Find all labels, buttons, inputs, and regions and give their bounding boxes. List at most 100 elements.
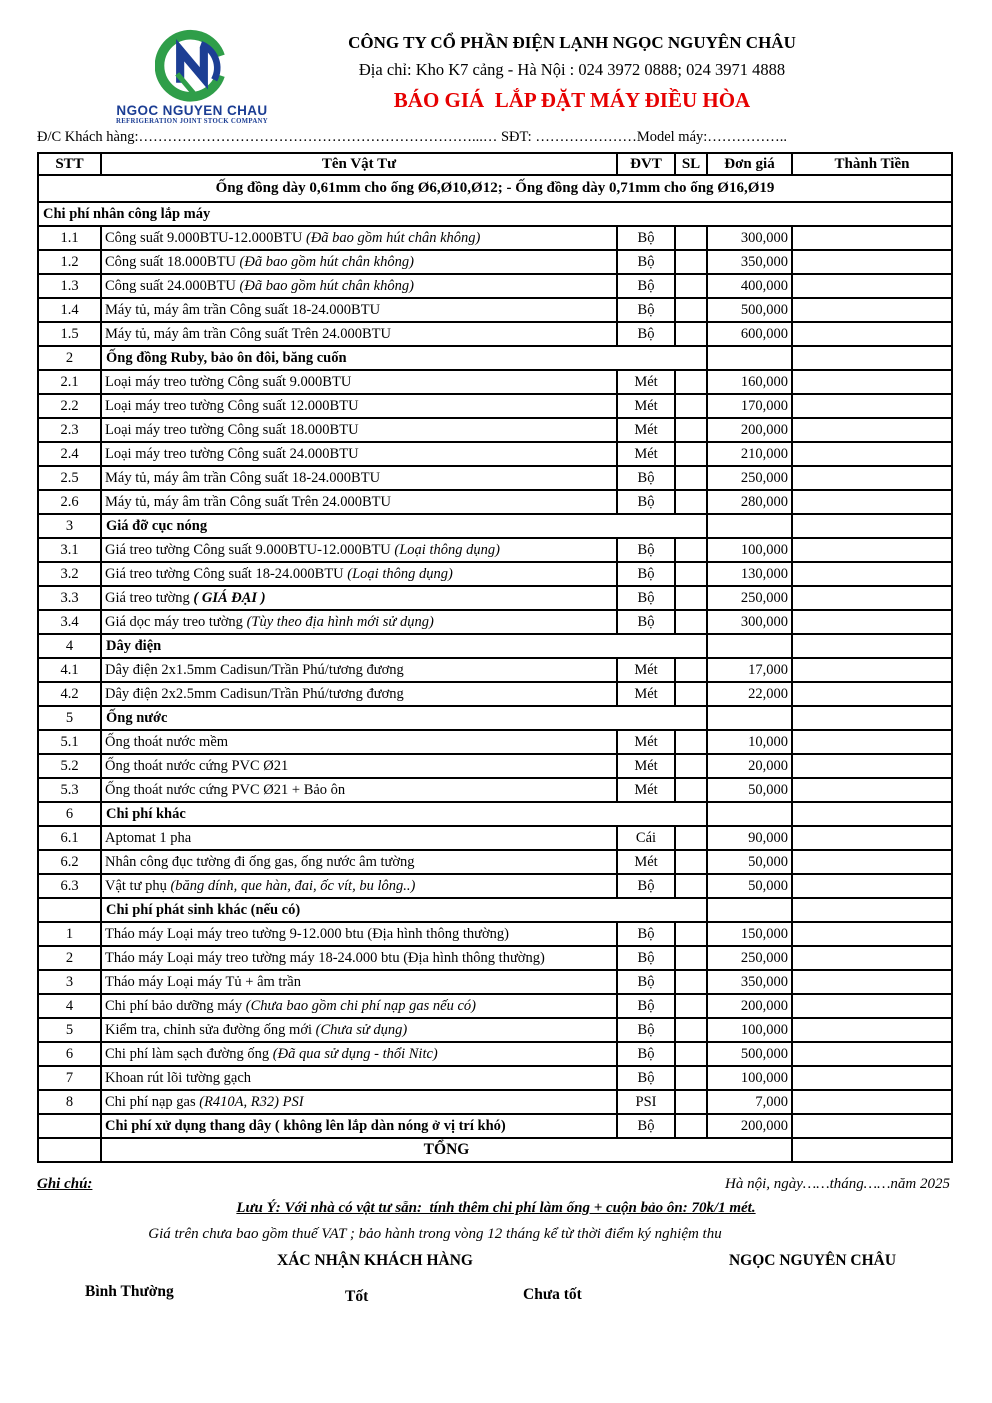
name-cell: Giá treo tường Công suất 9.000BTU-12.000…: [100, 537, 618, 563]
total-label-cell: TỔNG: [100, 1137, 793, 1163]
name-cell: Chi phí nạp gas (R410A, R32) PSI: [100, 1089, 618, 1115]
total-cell: [791, 249, 953, 275]
stt-cell: 8: [37, 1089, 102, 1115]
table-row: 1 Tháo máy Loại máy treo tường 9-12.000 b…: [37, 921, 953, 947]
price-cell: 250,000: [706, 465, 793, 491]
stt-cell: 4.1: [37, 657, 102, 683]
price-cell: 200,000: [706, 1113, 793, 1139]
stt-cell: [37, 1113, 102, 1139]
price-cell: [706, 345, 793, 371]
table-row: 3.2 Giá treo tường Công suất 18-24.000BTU…: [37, 561, 953, 587]
price-cell: 350,000: [706, 969, 793, 995]
table-row: 1.3 Công suất 24.000BTU (Đã bao gồm hút c…: [37, 273, 953, 299]
qty-cell: [674, 1113, 708, 1139]
name-cell: Loại máy treo tường Công suất 18.000BTU: [100, 417, 618, 443]
qty-cell: [674, 945, 708, 971]
stt-cell: 5.1: [37, 729, 102, 755]
unit-cell: Bộ: [616, 1041, 676, 1067]
total-cell: [791, 897, 953, 923]
total-cell: [791, 465, 953, 491]
phone-dots: …………………: [535, 129, 637, 145]
unit-cell: Mét: [616, 777, 676, 803]
name-cell: Nhân công đục tường đi ống gas, ống nước…: [100, 849, 618, 875]
qty-cell: [674, 777, 708, 803]
price-table: STT Tên Vật Tư ĐVT SL Đơn giá Thành Tiền Ống …: [37, 152, 953, 1163]
customer-info-line: Đ/C Khách hàng:……………………………………………………………..…: [37, 129, 950, 146]
total-cell: [791, 921, 953, 947]
column-header-5: Thành Tiền: [791, 152, 953, 176]
table-row: 8 Chi phí nạp gas (R410A, R32) PSI PSI 7,00…: [37, 1089, 953, 1115]
stt-cell: 3.4: [37, 609, 102, 635]
table-row: 5 Ống nước: [37, 705, 953, 731]
total-cell: [791, 777, 953, 803]
name-cell: Ống thoát nước mềm: [100, 729, 618, 755]
price-cell: 90,000: [706, 825, 793, 851]
name-cell: Giá đỡ cục nóng: [100, 513, 708, 539]
qty-cell: [674, 729, 708, 755]
stt-cell: 4: [37, 633, 102, 659]
price-cell: 400,000: [706, 273, 793, 299]
unit-cell: Bộ: [616, 249, 676, 275]
total-cell: [791, 369, 953, 395]
stt-cell: [37, 897, 102, 923]
qty-cell: [674, 825, 708, 851]
total-cell: [791, 969, 953, 995]
warning-line: Lưu Ý: Với nhà có vật tư sẵn: tính thêm …: [236, 1200, 756, 1216]
unit-cell: Mét: [616, 681, 676, 707]
total-cell: [791, 1089, 953, 1115]
customer-address-label: Đ/C Khách hàng:: [37, 129, 139, 145]
table-row: 2.6 Máy tủ, máy âm trần Công suất Trên 24…: [37, 489, 953, 515]
unit-cell: Bộ: [616, 225, 676, 251]
total-cell: [791, 489, 953, 515]
unit-cell: Mét: [616, 729, 676, 755]
price-cell: 170,000: [706, 393, 793, 419]
price-cell: 130,000: [706, 561, 793, 587]
stt-cell: 1: [37, 921, 102, 947]
table-row: 4 Dây điện: [37, 633, 953, 659]
name-cell: Tháo máy Loại máy Tủ + âm trần: [100, 969, 618, 995]
name-cell: Giá treo tường ( GIÁ ĐẠI ): [100, 585, 618, 611]
stt-cell: 1.3: [37, 273, 102, 299]
price-cell: 160,000: [706, 369, 793, 395]
total-cell: [791, 441, 953, 467]
unit-cell: Mét: [616, 753, 676, 779]
qty-cell: [674, 537, 708, 563]
stt-cell: 6: [37, 1041, 102, 1067]
unit-cell: Bộ: [616, 489, 676, 515]
table-row: Chi phí phát sinh khác (nếu có): [37, 897, 953, 923]
price-cell: 50,000: [706, 849, 793, 875]
price-cell: 10,000: [706, 729, 793, 755]
table-row: 4 Chi phí bảo dưỡng máy (Chưa bao gồm chi…: [37, 993, 953, 1019]
total-cell: [791, 825, 953, 851]
total-cell: [791, 753, 953, 779]
unit-cell: Mét: [616, 441, 676, 467]
total-cell: [791, 513, 953, 539]
vat-note: Giá trên chưa bao gồm thuế VAT ; bảo hàn…: [148, 1226, 722, 1242]
table-row: 3.1 Giá treo tường Công suất 9.000BTU-12.…: [37, 537, 953, 563]
name-cell: Công suất 24.000BTU (Đã bao gồm hút chân…: [100, 273, 618, 299]
stt-cell: 1.2: [37, 249, 102, 275]
total-cell: [791, 681, 953, 707]
model-label: Model máy:: [636, 129, 708, 145]
table-header-row: STT Tên Vật Tư ĐVT SL Đơn giá Thành Tiền: [37, 152, 953, 176]
stt-cell: 7: [37, 1065, 102, 1091]
total-cell: [791, 297, 953, 323]
table-row: 1.4 Máy tủ, máy âm trần Công suất 18-24.0…: [37, 297, 953, 323]
name-cell: Chi phí khác: [100, 801, 708, 827]
unit-cell: Bộ: [616, 465, 676, 491]
unit-cell: Mét: [616, 849, 676, 875]
total-cell: [791, 705, 953, 731]
customer-signature-label: XÁC NHẬN KHÁCH HÀNG: [277, 1252, 473, 1269]
stt-cell: 6.2: [37, 849, 102, 875]
logo-company-subtitle: REFRIGERATION JOINT STOCK COMPANY: [116, 118, 268, 125]
qty-cell: [674, 465, 708, 491]
price-cell: 280,000: [706, 489, 793, 515]
total-cell: [791, 393, 953, 419]
stt-cell: 2: [37, 345, 102, 371]
table-row: 6.2 Nhân công đục tường đi ống gas, ống n…: [37, 849, 953, 875]
total-cell: [791, 633, 953, 659]
unit-cell: Bộ: [616, 537, 676, 563]
qty-cell: [674, 609, 708, 635]
qty-cell: [674, 873, 708, 899]
